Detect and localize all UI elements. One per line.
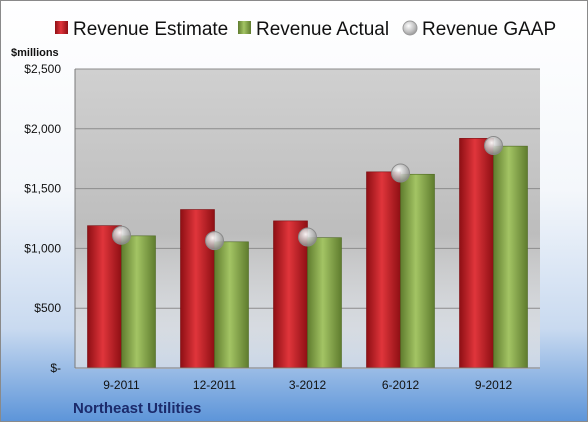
legend: Revenue Estimate Revenue Actual Revenue … <box>55 19 556 40</box>
marker-revenue-gaap <box>298 227 317 247</box>
y-tick-label: $2,000 <box>24 122 61 136</box>
y-tick-label: $- <box>50 361 61 375</box>
x-tick-label: 6-2012 <box>382 378 420 392</box>
bar-revenue-estimate <box>459 138 494 369</box>
bar-revenue-estimate <box>366 171 401 369</box>
gaap-markers <box>112 136 503 251</box>
bar-revenue-actual <box>493 145 528 369</box>
bar-revenue-actual <box>214 241 249 369</box>
bars <box>87 138 528 369</box>
y-unit-label: $millions <box>11 47 59 59</box>
x-tick-label: 9-2011 <box>103 378 140 392</box>
bar-revenue-actual <box>307 237 342 369</box>
bar-revenue-actual <box>121 235 156 369</box>
legend-swatch-estimate <box>55 21 68 34</box>
legend-label-gaap: Revenue GAAP <box>422 19 556 40</box>
legend-label-estimate: Revenue Estimate <box>73 19 228 40</box>
x-tick-label: 3-2012 <box>289 378 327 392</box>
bar-revenue-actual <box>400 173 435 369</box>
x-tick-label: 12-2011 <box>193 378 236 392</box>
company-name: Northeast Utilities <box>73 400 201 417</box>
legend-swatch-actual <box>238 21 251 34</box>
marker-revenue-gaap <box>391 163 410 183</box>
y-tick-label: $500 <box>34 301 61 315</box>
y-axis-ticks: $- $500 $1,000 $1,500 $2,000 $2,500 <box>24 62 61 375</box>
marker-revenue-gaap <box>484 136 503 156</box>
bar-revenue-estimate <box>87 225 122 369</box>
y-tick-label: $2,500 <box>24 62 61 76</box>
x-tick-label: 9-2012 <box>475 378 513 392</box>
legend-swatch-gaap <box>402 20 418 36</box>
legend-label-actual: Revenue Actual <box>256 19 389 40</box>
marker-revenue-gaap <box>112 225 131 245</box>
marker-revenue-gaap <box>205 231 224 251</box>
y-tick-label: $1,000 <box>24 241 61 255</box>
y-tick-label: $1,500 <box>24 182 61 196</box>
x-axis-ticks: 9-2011 12-2011 3-2012 6-2012 9-2012 <box>103 378 512 392</box>
